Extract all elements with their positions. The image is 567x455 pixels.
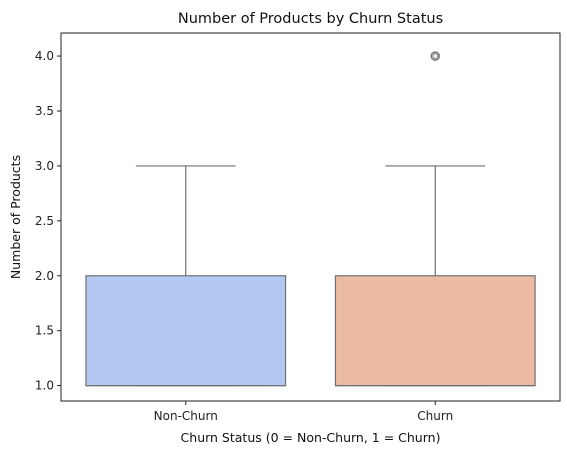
- x-axis-label: Churn Status (0 = Non-Churn, 1 = Churn): [181, 430, 441, 445]
- plot-area-frame: [60, 32, 561, 402]
- box-non-churn: [85, 165, 287, 387]
- y-tick-label: 1.5: [35, 324, 54, 338]
- x-axis: Non-Churn Churn: [154, 401, 453, 423]
- y-axis-label: Number of Products: [8, 155, 23, 279]
- iqr-box: [334, 275, 536, 387]
- x-tick-label: Non-Churn: [154, 409, 218, 423]
- y-tick-label: 2.5: [35, 214, 54, 228]
- y-tick-label: 4.0: [35, 49, 54, 63]
- iqr-box: [85, 275, 287, 387]
- y-tick-label: 1.0: [35, 379, 54, 393]
- box-churn: [334, 51, 536, 387]
- y-tick-label: 3.5: [35, 104, 54, 118]
- chart-title: Number of Products by Churn Status: [178, 11, 443, 27]
- outlier-point-inner: [432, 53, 439, 59]
- outlier-point: [430, 51, 440, 61]
- box-plot-series: [85, 51, 536, 387]
- y-tick-label: 2.0: [35, 269, 54, 283]
- y-tick-label: 3.0: [35, 159, 54, 173]
- y-axis: 1.0 1.5 2.0 2.5 3.0 3.5 4.0: [35, 49, 61, 393]
- x-tick-label: Churn: [417, 409, 453, 423]
